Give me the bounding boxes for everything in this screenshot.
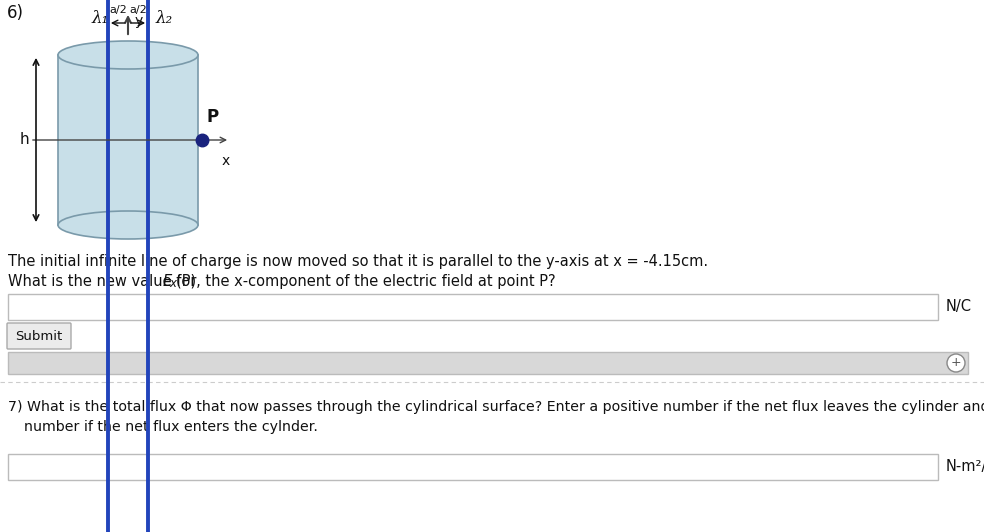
Ellipse shape: [58, 211, 198, 239]
Polygon shape: [58, 55, 198, 225]
Text: P: P: [206, 108, 218, 126]
Text: N-m²/C: N-m²/C: [946, 460, 984, 475]
Text: h: h: [19, 132, 29, 147]
Text: a/2: a/2: [129, 5, 147, 15]
Circle shape: [947, 354, 965, 372]
Text: number if the net flux enters the cylnder.: number if the net flux enters the cylnde…: [24, 420, 318, 434]
Text: Submit: Submit: [16, 329, 63, 343]
Text: 6): 6): [7, 4, 24, 22]
Text: λ₂: λ₂: [155, 10, 172, 27]
FancyBboxPatch shape: [8, 294, 938, 320]
Text: N/C: N/C: [946, 300, 972, 314]
Text: x: x: [169, 277, 177, 290]
Text: (P), the x-component of the electric field at point P?: (P), the x-component of the electric fie…: [176, 274, 555, 289]
Text: a/2: a/2: [109, 5, 127, 15]
Text: 7) What is the total flux Φ that now passes through the cylindrical surface? Ent: 7) What is the total flux Φ that now pas…: [8, 400, 984, 414]
Ellipse shape: [58, 41, 198, 69]
Text: +: +: [951, 356, 961, 370]
Text: The initial infinite line of charge is now moved so that it is parallel to the y: The initial infinite line of charge is n…: [8, 254, 708, 269]
FancyBboxPatch shape: [8, 352, 968, 374]
Text: What is the new value for: What is the new value for: [8, 274, 201, 289]
Text: x: x: [221, 154, 230, 168]
Text: y: y: [135, 14, 144, 28]
Text: E: E: [162, 274, 172, 289]
FancyBboxPatch shape: [8, 454, 938, 480]
FancyBboxPatch shape: [7, 323, 71, 349]
Text: λ₁: λ₁: [92, 10, 108, 27]
